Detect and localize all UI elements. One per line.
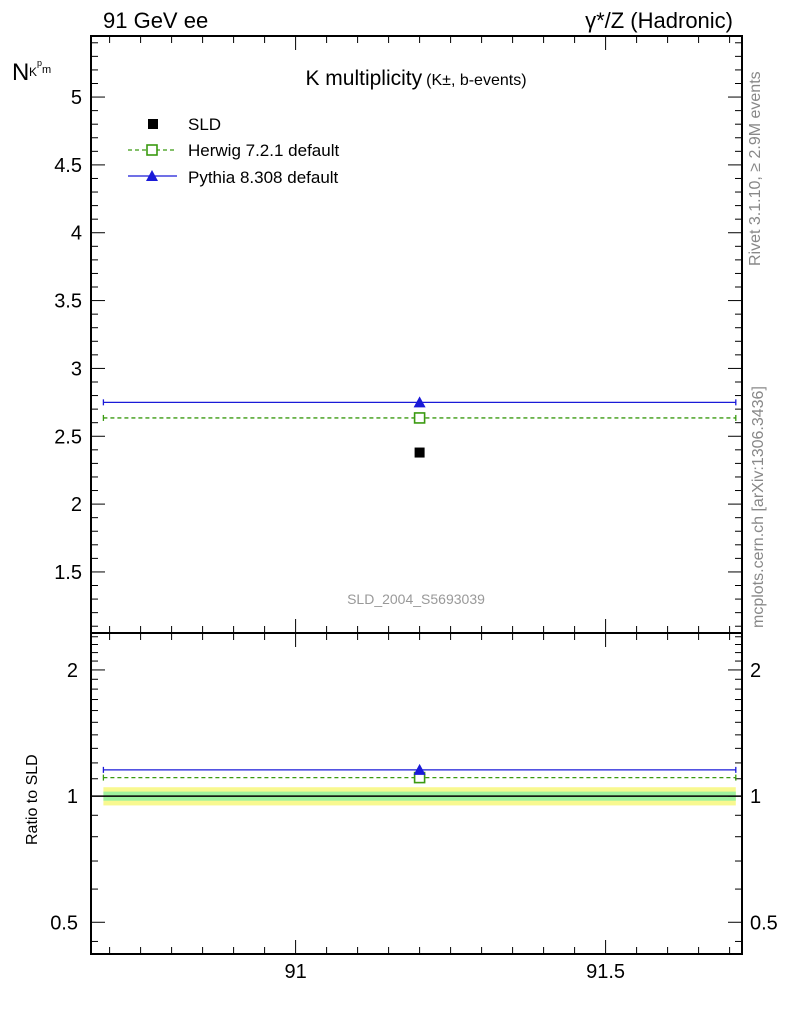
legend-marker-pythia <box>146 170 158 181</box>
legend-label-pythia: Pythia 8.308 default <box>188 168 339 187</box>
ratio-y-tick-label: 0.5 <box>50 912 78 934</box>
x-tick-label: 91.5 <box>586 961 625 983</box>
mcplots-side-label: mcplots.cern.ch [arXiv:1306.3436] <box>750 386 767 628</box>
watermark: SLD_2004_S5693039 <box>347 591 485 607</box>
main-y-tick-label: 1.5 <box>54 562 82 584</box>
legend-marker-herwig <box>146 144 158 156</box>
main-y-tick-labels: 1.5 2 2.5 3 3.5 4 4.5 5 <box>54 87 82 584</box>
main-point-herwig <box>413 412 426 424</box>
main-axis-ticks <box>91 36 742 954</box>
ratio-y-label: Ratio to SLD <box>24 754 41 845</box>
main-y-label-sub-m: m <box>42 64 51 76</box>
main-point-pythia <box>413 396 426 408</box>
ratio-y-tick-label-right: 2 <box>750 660 761 682</box>
main-series <box>102 396 737 458</box>
main-y-tick-label: 2 <box>71 494 82 516</box>
ratio-series <box>102 763 737 784</box>
ratio-y-tick-label: 1 <box>67 786 78 808</box>
ratio-y-tick-label-right: 0.5 <box>750 912 778 934</box>
main-y-tick-label: 3 <box>71 358 82 380</box>
main-panel: 1.5 2 2.5 3 3.5 4 4.5 5 K multiplicity (K±, b-ev… <box>12 35 743 954</box>
main-y-label: N <box>12 59 29 86</box>
main-title-text: K multiplicity <box>305 67 422 90</box>
main-y-tick-label: 2.5 <box>54 426 82 448</box>
x-tick-label: 91 <box>284 961 306 983</box>
ratio-point-pythia <box>413 763 426 775</box>
x-tick-labels: 91 91.5 <box>284 961 625 983</box>
main-y-label-sub-k: K <box>29 65 37 79</box>
ratio-panel: 0.5 0.5 1 1 2 2 Ratio to SLD 91 91.5 <box>24 632 778 983</box>
ratio-axis-ticks <box>91 636 742 942</box>
legend-label-sld: SLD <box>188 115 221 134</box>
legend: SLD Herwig 7.2.1 default Pythia 8.308 de… <box>128 115 339 187</box>
header-right-label: γ*/Z (Hadronic) <box>585 8 733 33</box>
ratio-frame <box>90 632 743 955</box>
main-y-label-sub: Kpm <box>29 58 51 79</box>
main-y-tick-label: 4.5 <box>54 155 82 177</box>
rivet-side-label: Rivet 3.1.10, ≥ 2.9M events <box>747 71 764 266</box>
legend-marker-sld <box>148 119 158 129</box>
ratio-bands <box>91 787 742 806</box>
main-y-tick-label: 3.5 <box>54 291 82 313</box>
header-left-label: 91 GeV ee <box>103 8 208 33</box>
main-y-tick-label: 5 <box>71 87 82 109</box>
main-point-sld <box>414 447 425 458</box>
main-y-label-sub-p: p <box>37 58 42 68</box>
main-y-tick-label: 4 <box>71 223 82 245</box>
main-title-subtext: (K±, b-events) <box>426 72 526 89</box>
main-title: K multiplicity (K±, b-events) <box>305 67 526 90</box>
ratio-y-tick-labels: 0.5 0.5 1 1 2 2 <box>50 660 778 934</box>
ratio-y-tick-label: 2 <box>67 660 78 682</box>
ratio-y-tick-label-right: 1 <box>750 786 761 808</box>
legend-label-herwig: Herwig 7.2.1 default <box>188 141 339 160</box>
